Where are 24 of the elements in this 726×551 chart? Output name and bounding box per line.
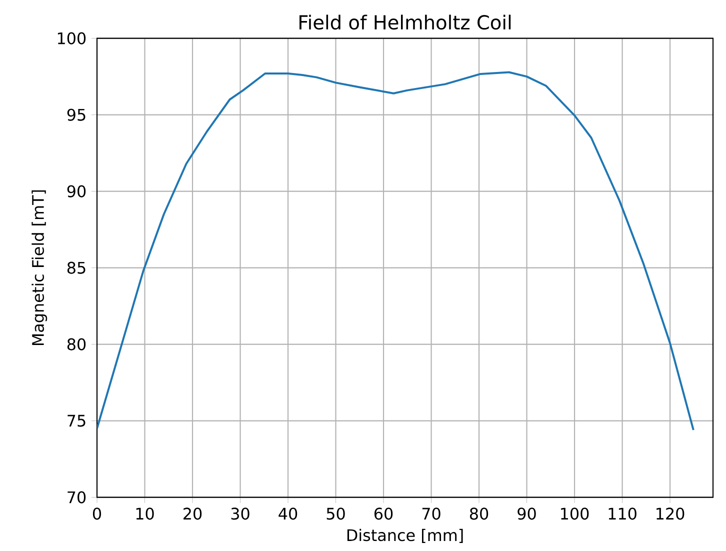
x-tick-label: 120 bbox=[656, 508, 684, 520]
x-tick-label: 60 bbox=[374, 508, 393, 520]
x-tick-label: 30 bbox=[231, 508, 250, 520]
y-tick-label: 90 bbox=[67, 185, 86, 198]
y-tick-label: 85 bbox=[67, 262, 86, 274]
x-tick-label: 40 bbox=[278, 508, 298, 520]
y-tick-label: 100 bbox=[58, 32, 86, 44]
x-tick-label: 80 bbox=[470, 508, 488, 520]
x-axis-title: Distance [mm] bbox=[347, 528, 463, 544]
y-axis-title: Magnetic Field [mT] bbox=[32, 190, 48, 346]
x-tick-label: 100 bbox=[561, 508, 589, 520]
line-series bbox=[97, 71, 694, 431]
x-tick-label: 20 bbox=[184, 508, 202, 520]
x-tick-label: 10 bbox=[136, 508, 154, 520]
y-tick-label: 70 bbox=[68, 491, 86, 504]
y-tick-label: 80 bbox=[67, 338, 86, 350]
x-tick-label: 90 bbox=[518, 508, 536, 520]
y-tick-label: 75 bbox=[68, 414, 86, 427]
y-tick-label: 95 bbox=[67, 108, 86, 121]
x-tick-label: 0 bbox=[92, 508, 102, 520]
chart-title: Field of Helmholtz Coil bbox=[300, 14, 511, 30]
x-tick-label: 70 bbox=[422, 508, 440, 520]
x-tick-label: 110 bbox=[608, 508, 636, 520]
x-tick-label: 50 bbox=[326, 508, 345, 520]
